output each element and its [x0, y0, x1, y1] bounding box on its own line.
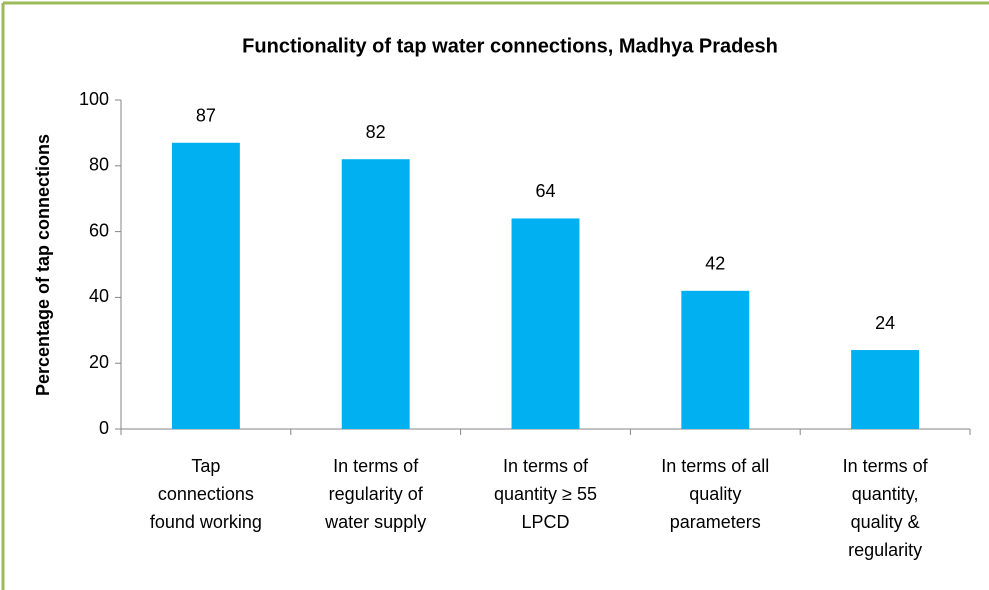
- bar: [681, 290, 750, 429]
- y-tick-label: 20: [89, 352, 109, 372]
- y-tick-label: 0: [99, 418, 109, 438]
- x-tick-label: LPCD: [521, 512, 569, 532]
- value-label: 24: [875, 313, 895, 333]
- x-tick-label: In terms of: [843, 456, 929, 476]
- x-tick-label: quantity ≥ 55: [494, 484, 597, 504]
- y-tick-label: 40: [89, 286, 109, 306]
- bar: [171, 142, 240, 429]
- y-axis-label: Percentage of tap connections: [33, 134, 53, 396]
- y-tick-label: 100: [79, 89, 109, 109]
- bar: [341, 159, 410, 429]
- bar: [511, 218, 580, 429]
- x-tick-label: quality: [689, 484, 741, 504]
- bar: [851, 350, 920, 429]
- x-tick-label: In terms of: [503, 456, 589, 476]
- x-tick-label: parameters: [670, 512, 761, 532]
- x-tick-label: In terms of all: [661, 456, 769, 476]
- x-tick-label: quality &: [851, 512, 920, 532]
- chart-title: Functionality of tap water connections, …: [242, 35, 778, 57]
- x-tick-label: found working: [150, 512, 262, 532]
- value-label: 87: [196, 106, 216, 126]
- value-label: 64: [535, 181, 555, 201]
- x-tick-label: quantity,: [852, 484, 919, 504]
- y-tick-label: 80: [89, 155, 109, 175]
- x-tick-label: In terms of: [333, 456, 419, 476]
- x-tick-label: regularity of: [329, 484, 424, 504]
- value-label: 42: [705, 254, 725, 274]
- x-tick-label: regularity: [848, 540, 922, 560]
- y-tick-label: 60: [89, 220, 109, 240]
- x-tick-label: connections: [158, 484, 254, 504]
- x-tick-label: Tap: [191, 456, 220, 476]
- x-tick-label: water supply: [324, 512, 426, 532]
- value-label: 82: [366, 122, 386, 142]
